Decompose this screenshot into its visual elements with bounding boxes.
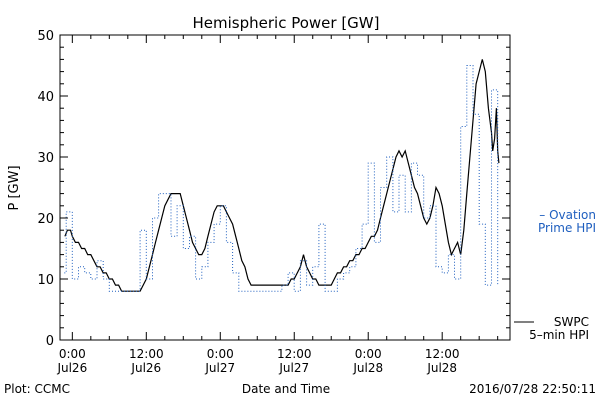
y-tick-label: 30: [37, 151, 54, 166]
axes-layer: 010203040500:00Jul2612:00Jul260:00Jul271…: [37, 29, 511, 375]
x-tick-label-time: 12:00: [129, 347, 164, 361]
y-tick-label: 40: [37, 90, 54, 105]
x-tick-label-date: Jul26: [56, 361, 87, 375]
legend-swpc: SWPC 5–min HPI: [514, 315, 589, 342]
x-tick-label-time: 0:00: [207, 347, 234, 361]
footer-plot-credit: Plot: CCMC: [4, 382, 70, 396]
y-tick-label: 50: [37, 29, 54, 44]
plot-frame: [59, 34, 511, 341]
x-tick-label-date: Jul28: [352, 361, 383, 375]
y-tick-label: 0: [46, 334, 54, 349]
y-tick-label: 10: [37, 273, 54, 288]
legend-ovation: – Ovation Prime HPI: [538, 208, 596, 235]
x-axis-label: Date and Time: [242, 382, 330, 396]
x-tick-label-date: Jul28: [426, 361, 457, 375]
x-tick-label-date: Jul26: [130, 361, 161, 375]
chart-title: Hemispheric Power [GW]: [193, 14, 380, 32]
y-tick-label: 20: [37, 212, 54, 227]
x-tick-label-date: Jul27: [278, 361, 309, 375]
legend-swpc-line2: 5–min HPI: [529, 328, 589, 342]
legend-swpc-line1: SWPC: [554, 315, 589, 329]
series-swpc-line: [64, 59, 500, 292]
series-layer: [64, 59, 500, 292]
x-tick-label-date: Jul27: [204, 361, 235, 375]
y-axis-label: P [GW]: [7, 165, 22, 210]
x-tick-label-time: 0:00: [59, 347, 86, 361]
legend-ovation-line2: Prime HPI: [538, 221, 596, 235]
legend-ovation-line1: – Ovation: [539, 208, 596, 222]
x-tick-label-time: 12:00: [425, 347, 460, 361]
series-ovation-line: [64, 65, 499, 292]
footer-timestamp: 2016/07/28 22:50:11: [469, 382, 596, 396]
x-tick-label-time: 12:00: [277, 347, 312, 361]
x-tick-label-time: 0:00: [355, 347, 382, 361]
